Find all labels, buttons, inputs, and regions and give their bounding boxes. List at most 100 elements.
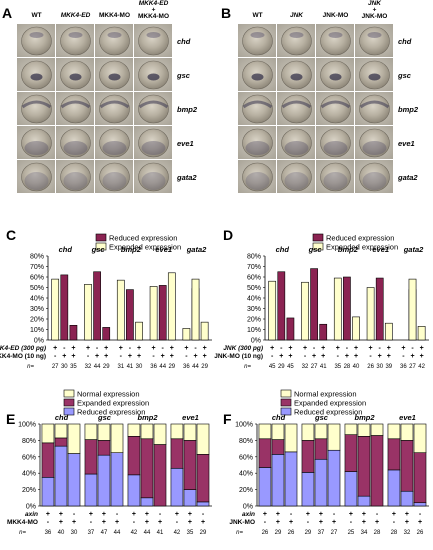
sign-row2: - [337,353,340,360]
embryo-image [238,160,276,193]
bar-segment [357,435,371,497]
y-tick-label: 60% [22,454,36,461]
sign-row1: + [170,345,174,352]
embryo-image [238,24,276,57]
embryo [359,26,390,56]
sign-row2: + [102,519,106,526]
bar-segment [370,435,384,507]
embryo-image [355,160,393,193]
sign-row1: + [175,511,179,518]
y-tick-label: 30% [247,306,261,313]
row-label: eve1 [177,139,194,148]
sign-row1: - [290,511,293,518]
bar [60,274,69,341]
stain [242,100,273,109]
sign-row1: + [59,511,63,518]
n-value: 28 [391,530,398,536]
embryo [320,128,351,158]
bar-segment [327,423,341,451]
embryo-image [17,24,55,57]
sign-row1: - [129,345,132,352]
y-tick-label: 70% [247,264,261,271]
bar [84,284,92,341]
sign-row2: - [271,353,274,360]
bar [417,326,426,341]
embryo [138,128,169,158]
sign-row2: + [59,519,63,526]
n-value: 27 [52,364,59,370]
embryo-image [355,92,393,125]
embryo-image [95,92,133,125]
n-label: n= [19,530,26,536]
sign-row2: + [128,353,132,360]
embryo [21,94,52,124]
y-tick-label: 50% [247,285,261,292]
embryo-image [316,58,354,91]
embryo-image [134,24,172,57]
bar-segment [97,454,111,507]
legend-label: Expanded expression [326,243,398,252]
bar-segment [357,423,371,437]
stain [30,73,43,81]
sign-row2: + [71,353,75,360]
row2-label: MKK4-MO [7,519,38,526]
sign-row2: - [133,519,136,526]
sign-row1: - [162,345,165,352]
legend-swatch [312,233,324,242]
sign-row1: + [405,511,409,518]
bar-segment [84,423,98,440]
n-value: 27 [331,530,338,536]
embryo-image [17,92,55,125]
sign-row2: + [312,353,316,360]
gene-label: eve1 [399,413,416,422]
embryo-image [95,24,133,57]
sign-row2: - [264,519,267,526]
stain [367,32,382,38]
column-label: MKK4-MO [138,13,169,20]
sign-row1: + [420,345,424,352]
n-label: n= [244,364,251,370]
stain [245,141,270,155]
embryo [99,162,130,192]
sign-row1: + [263,511,267,518]
stain [251,73,264,81]
embryo [242,26,273,56]
legend-label: Expanded expression [109,243,181,252]
n-value: 27 [311,364,318,370]
bar [69,324,78,341]
n-value: 28 [374,530,381,536]
bar-segment [183,423,197,441]
n-value: 28 [344,364,351,370]
sign-row2: - [307,519,310,526]
embryo-image [238,126,276,159]
sign-row2: + [319,519,323,526]
n-value: 34 [361,530,368,536]
n-value: 39 [385,364,392,370]
bar-segment [54,423,68,439]
sign-row2: + [289,519,293,526]
legend-label: Reduced expression [109,234,177,243]
bar-segment [140,423,154,440]
column-label: MKK4-ED [61,12,91,19]
stain [250,32,265,38]
legend-swatch [63,407,75,416]
sign-row2: + [387,353,391,360]
sign-row1: + [137,345,141,352]
gene-label: gata2 [186,245,207,254]
sign-row1: - [379,345,382,352]
sign-row1: + [362,511,366,518]
embryo-image [95,58,133,91]
sign-row2: + [418,519,422,526]
sign-row1: + [270,345,274,352]
embryo [21,162,52,192]
y-tick-label: 80% [22,438,36,445]
panel-letter: E [6,411,15,427]
sign-row1: + [53,345,57,352]
sign-row1: - [411,345,414,352]
sign-row2: + [137,353,141,360]
panel-letter: B [221,5,231,21]
stain [68,32,83,38]
